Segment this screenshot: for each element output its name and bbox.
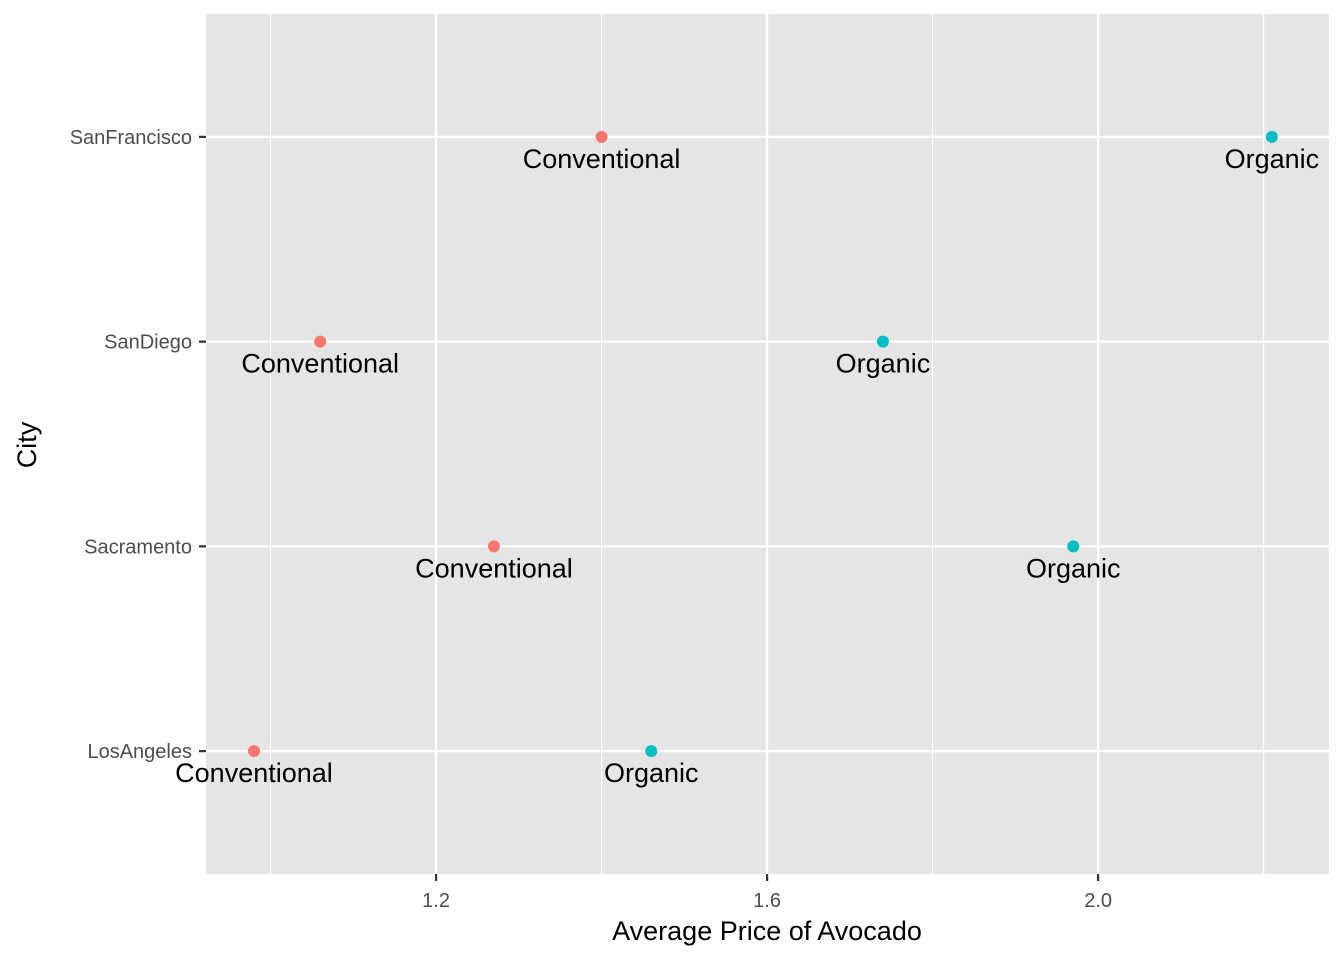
organic-point-label: Organic [1026, 553, 1121, 583]
organic-point-label: Organic [1225, 144, 1320, 174]
organic-point [876, 335, 889, 348]
conventional-point-label: Conventional [175, 758, 333, 788]
point-labels: Conventional Conventional Conventional Conv… [175, 144, 1319, 788]
conventional-point [487, 540, 500, 553]
conventional-point-label: Conventional [523, 144, 681, 174]
y-axis: LosAngeles Sacramento SanDiego SanFrancisco [70, 127, 206, 763]
x-tick-label: 1.2 [422, 890, 450, 912]
organic-point [1067, 540, 1080, 553]
conventional-point [314, 335, 327, 348]
conventional-point [247, 745, 260, 758]
organic-point [1265, 130, 1278, 143]
x-tick-label: 2.0 [1084, 890, 1112, 912]
conventional-point [595, 130, 608, 143]
y-tick-label: LosAngeles [87, 741, 192, 763]
x-axis-title: Average Price of Avocado [612, 916, 922, 946]
major-gridlines [206, 14, 1329, 874]
data-points [247, 130, 1278, 758]
x-tick-label: 1.6 [753, 890, 781, 912]
conventional-point-label: Conventional [415, 553, 573, 583]
conventional-point-label: Conventional [241, 349, 399, 379]
x-axis: 1.2 1.6 2.0 [422, 874, 1112, 912]
minor-gridlines [269, 14, 1265, 874]
organic-point [645, 745, 658, 758]
organic-point-label: Organic [604, 758, 699, 788]
organic-point-label: Organic [836, 349, 931, 379]
y-tick-label: Sacramento [84, 536, 192, 558]
y-tick-label: SanFrancisco [70, 127, 192, 149]
y-tick-label: SanDiego [104, 332, 192, 354]
y-axis-title: City [12, 421, 42, 468]
